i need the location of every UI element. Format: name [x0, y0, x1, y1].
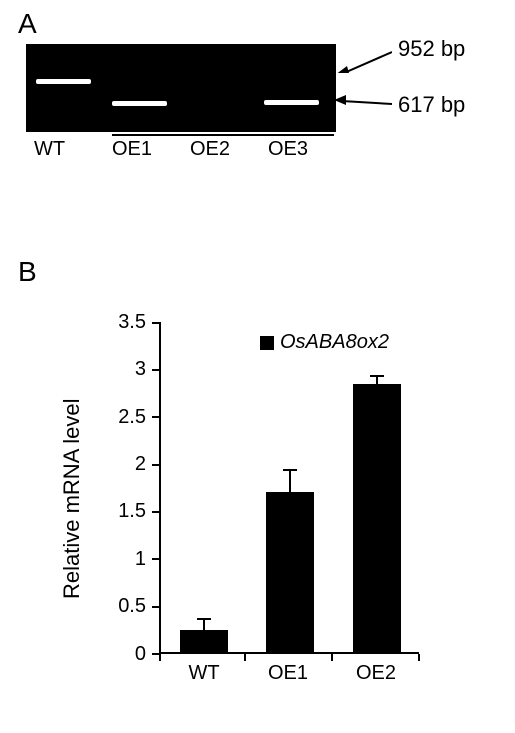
error-bar-oe2: [376, 377, 378, 384]
y-tick: [152, 653, 159, 655]
y-tick: [152, 464, 159, 466]
y-label-15: 1.5: [96, 500, 146, 523]
gel-image: [26, 44, 336, 132]
y-label-0: 0: [96, 643, 146, 666]
lane-label-oe3: OE3: [268, 138, 308, 161]
x-label-oe1: OE1: [258, 662, 318, 685]
x-tick: [159, 654, 161, 661]
error-cap-oe1: [283, 469, 297, 471]
y-label-35: 3.5: [96, 311, 146, 334]
panel-a-label: A: [18, 8, 37, 40]
lane-label-wt: WT: [34, 138, 65, 161]
y-label-3: 3: [96, 358, 146, 381]
arrow-617: [332, 92, 392, 112]
gel-lane-labels: WT OE1 OE2 OE3: [26, 138, 336, 164]
y-label-1: 1: [96, 548, 146, 571]
lane-overline: [112, 134, 334, 136]
y-label-2: 2: [96, 453, 146, 476]
y-label-05: 0.5: [96, 595, 146, 618]
x-label-wt: WT: [174, 662, 234, 685]
y-axis-title: Relative mRNA level: [59, 398, 85, 599]
y-tick: [152, 369, 159, 371]
bar-oe2: [353, 384, 401, 652]
chart-area: [159, 322, 419, 654]
y-tick: [152, 511, 159, 513]
y-tick: [152, 322, 159, 324]
gel-band-oe1: [112, 101, 167, 106]
x-tick: [331, 654, 333, 661]
x-label-oe2: OE2: [346, 662, 406, 685]
y-tick: [152, 416, 159, 418]
size-label-617: 617 bp: [398, 92, 465, 118]
x-tick: [418, 654, 420, 661]
error-cap-wt: [197, 618, 211, 620]
error-bar-oe1: [289, 471, 291, 492]
size-label-952: 952 bp: [398, 36, 465, 62]
panel-b-label: B: [18, 256, 37, 288]
lane-label-oe2: OE2: [190, 138, 230, 161]
bar-wt: [180, 630, 228, 652]
error-bar-wt: [203, 620, 205, 630]
gel-band-wt: [36, 79, 91, 84]
y-tick: [152, 606, 159, 608]
y-label-25: 2.5: [96, 406, 146, 429]
arrow-952: [332, 45, 392, 73]
lane-label-oe1: OE1: [112, 138, 152, 161]
y-tick: [152, 558, 159, 560]
x-tick: [244, 654, 246, 661]
error-cap-oe2: [370, 375, 384, 377]
bar-oe1: [266, 492, 314, 652]
gel-band-oe3: [264, 100, 319, 105]
bar-chart: Relative mRNA level 0 0.5 1 1.5 2 2.5 3 …: [74, 310, 459, 710]
